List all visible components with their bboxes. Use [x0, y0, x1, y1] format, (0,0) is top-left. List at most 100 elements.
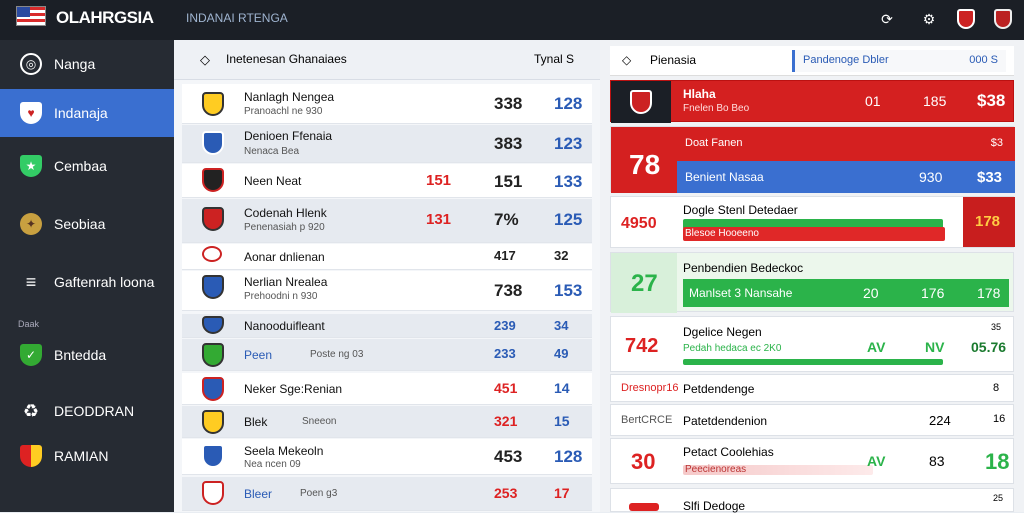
card-sub: Blesoe Hooeeno: [685, 228, 759, 239]
stat-value: 338: [494, 94, 523, 113]
detail-card[interactable]: 30 Petact Coolehias Peecienoreas AV 83 1…: [610, 438, 1014, 484]
card-stat: $38: [977, 91, 1006, 110]
stat-value: 253: [494, 485, 518, 501]
sidebar-item-bntedda[interactable]: ✓ Bntedda: [0, 331, 174, 379]
card-sub: Pedah hedaca ec 2K0: [683, 343, 782, 354]
sidebar-item-indanaja[interactable]: ♥ Indanaja: [0, 89, 174, 137]
score-box: 178: [963, 197, 1015, 247]
column-header[interactable]: Tynal S: [534, 52, 575, 66]
settings-icon[interactable]: ⚙: [922, 10, 936, 27]
card-sub: Manlset 3 Nansahe: [689, 286, 793, 300]
team-badge-icon: [202, 343, 224, 367]
table-row[interactable]: Neker Sge:Renian 451 14: [182, 373, 592, 405]
detail-card[interactable]: Slfi Dedoge 25: [610, 488, 1014, 513]
team-name: Nerlian Nrealea: [244, 275, 328, 289]
table-row[interactable]: Bleer Poen g3 253 17: [182, 477, 592, 511]
card-stat: $3: [990, 137, 1003, 149]
shield-icon: ★: [20, 155, 42, 177]
table-row[interactable]: Seela Mekeoln Nea ncen 09 453 128: [182, 439, 592, 475]
stat-value: 153: [554, 281, 583, 300]
stat-value: 151: [494, 172, 523, 191]
shield-icon: [630, 90, 652, 114]
stat-value: 321: [494, 413, 518, 429]
score-box: 78: [611, 127, 677, 193]
table-row[interactable]: Nanlagh Nengea Pranoachl ne 930 338 128: [182, 84, 592, 124]
stat-value: 49: [554, 346, 569, 361]
card-band: Doat Fanen $3: [677, 127, 1015, 161]
chevron-icon[interactable]: ◇: [622, 53, 632, 67]
sidebar-item-cembaa[interactable]: ★ Cembaa: [0, 142, 174, 190]
team-badge-icon: [202, 410, 224, 434]
card-stat: 01: [865, 93, 881, 109]
detail-card[interactable]: 78 Doat Fanen $3 Benient Nasaa 930 $33: [610, 126, 1015, 193]
team-badge-icon: [202, 444, 224, 468]
table-row[interactable]: Peen Poste ng 03 233 49: [182, 339, 592, 371]
team-sub: Penenasiah p 920: [244, 222, 325, 233]
refresh-icon[interactable]: ⟳: [881, 10, 893, 27]
us-flag-icon: [16, 6, 46, 26]
card-score: 4950: [621, 215, 657, 232]
progress-bar: Peecienoreas: [683, 464, 873, 475]
team-name: Nanlagh Nengea: [244, 90, 335, 104]
flag-icon: [629, 503, 659, 511]
detail-card[interactable]: 4950 Dogle Stenl Detedaer Blesoe Hooeeno…: [610, 196, 1015, 248]
table-row[interactable]: Blek Sneeon 321 15: [182, 406, 592, 438]
team-name: Seela Mekeoln: [244, 444, 324, 458]
stat-value: 417: [494, 248, 516, 263]
card-stat: 224: [929, 413, 951, 428]
table-row[interactable]: Neen Neat 151 151 133: [182, 164, 592, 198]
team-badge-icon: [202, 316, 224, 334]
table-row[interactable]: Denioen Ffenaia Nenaca Bea 383 123: [182, 125, 592, 163]
detail-panel: ◇ Pienasia Pandenoge Dbler 000 S Hlaha F…: [600, 40, 1024, 513]
card-score: 78: [629, 149, 661, 180]
card-stat: 20: [863, 285, 879, 301]
card-title: Penbendien Bedeckoc: [683, 261, 804, 275]
target-icon: ◎: [20, 53, 42, 75]
team-badge-icon: [202, 275, 224, 299]
card-band: Manlset 3 Nansahe 20 176 178: [683, 279, 1009, 307]
search-input[interactable]: Pandenoge Dbler 000 S: [792, 50, 1006, 72]
stat-value: 239: [494, 318, 516, 333]
detail-card[interactable]: BertCRCE Patetdendenion 224 16: [610, 404, 1014, 436]
table-header: ◇ Inetenesan Ghanaiaes Tynal S: [174, 40, 600, 80]
app-brand[interactable]: OLAHRGSIA: [56, 8, 154, 27]
team-badge-icon: [202, 377, 224, 401]
recycle-icon: ♻: [22, 400, 40, 421]
sidebar-item-nanga[interactable]: ◎ Nanga: [0, 40, 174, 88]
sidebar: ◎ Nanga ♥ Indanaja ★ Cembaa ✦ Seobiaa ≡ …: [0, 40, 174, 512]
detail-card[interactable]: Dresnopr16 Petdendenge 8: [610, 374, 1014, 402]
table-row[interactable]: Codenah Hlenk Penenasiah p 920 131 7% 12…: [182, 199, 592, 243]
team-name: Neen Neat: [244, 174, 302, 188]
detail-card[interactable]: 27 Penbendien Bedeckoc Manlset 3 Nansahe…: [610, 252, 1014, 313]
chevron-icon[interactable]: ◇: [200, 52, 210, 67]
card-stat: 25: [993, 493, 1004, 503]
sidebar-item-label: DEODDRAN: [54, 403, 135, 419]
card-stat: 83: [929, 453, 945, 469]
standings-table: ◇ Inetenesan Ghanaiaes Tynal S Nanlagh N…: [174, 40, 600, 512]
team-name: Denioen Ffenaia: [244, 129, 333, 143]
detail-card[interactable]: Hlaha Fnelen Bo Beo 01 185 $38: [610, 80, 1014, 123]
stat-value: 131: [426, 211, 452, 228]
card-stat: 18: [985, 449, 1010, 474]
card-sub: Peecienoreas: [685, 464, 747, 475]
sidebar-item-seobiaa[interactable]: ✦ Seobiaa: [0, 200, 174, 248]
card-score: 30: [631, 449, 656, 474]
table-row[interactable]: Nerlian Nrealea Prehoodni n 930 738 153: [182, 271, 592, 311]
table-row[interactable]: Aonar dnlienan 417 32: [182, 244, 592, 270]
table-title: Inetenesan Ghanaiaes: [226, 52, 347, 66]
sidebar-item-ramian[interactable]: RAMIAN: [0, 432, 174, 480]
card-label: Dresnopr16: [621, 382, 679, 394]
shield-icon[interactable]: [955, 8, 977, 30]
detail-card[interactable]: 742 Dgelice Negen Pedah hedaca ec 2K0 AV…: [610, 316, 1014, 372]
sidebar-item-deoddran[interactable]: ♻ DEODDRAN: [0, 387, 174, 435]
sidebar-item-gaftenrah[interactable]: ≡ Gaftenrah loona: [0, 258, 174, 306]
panel-header: ◇ Pienasia Pandenoge Dbler 000 S: [610, 46, 1014, 76]
stat-value: 133: [554, 172, 583, 191]
stat-value: 125: [554, 210, 583, 229]
crest-icon[interactable]: [992, 8, 1014, 30]
card-title: Petdendenge: [683, 382, 755, 396]
sidebar-item-label: Indanaja: [54, 105, 108, 121]
table-row[interactable]: Nanooduifleant 239 34: [182, 314, 592, 338]
stat-value: 34: [554, 318, 569, 333]
team-sub: Pranoachl ne 930: [244, 106, 323, 117]
